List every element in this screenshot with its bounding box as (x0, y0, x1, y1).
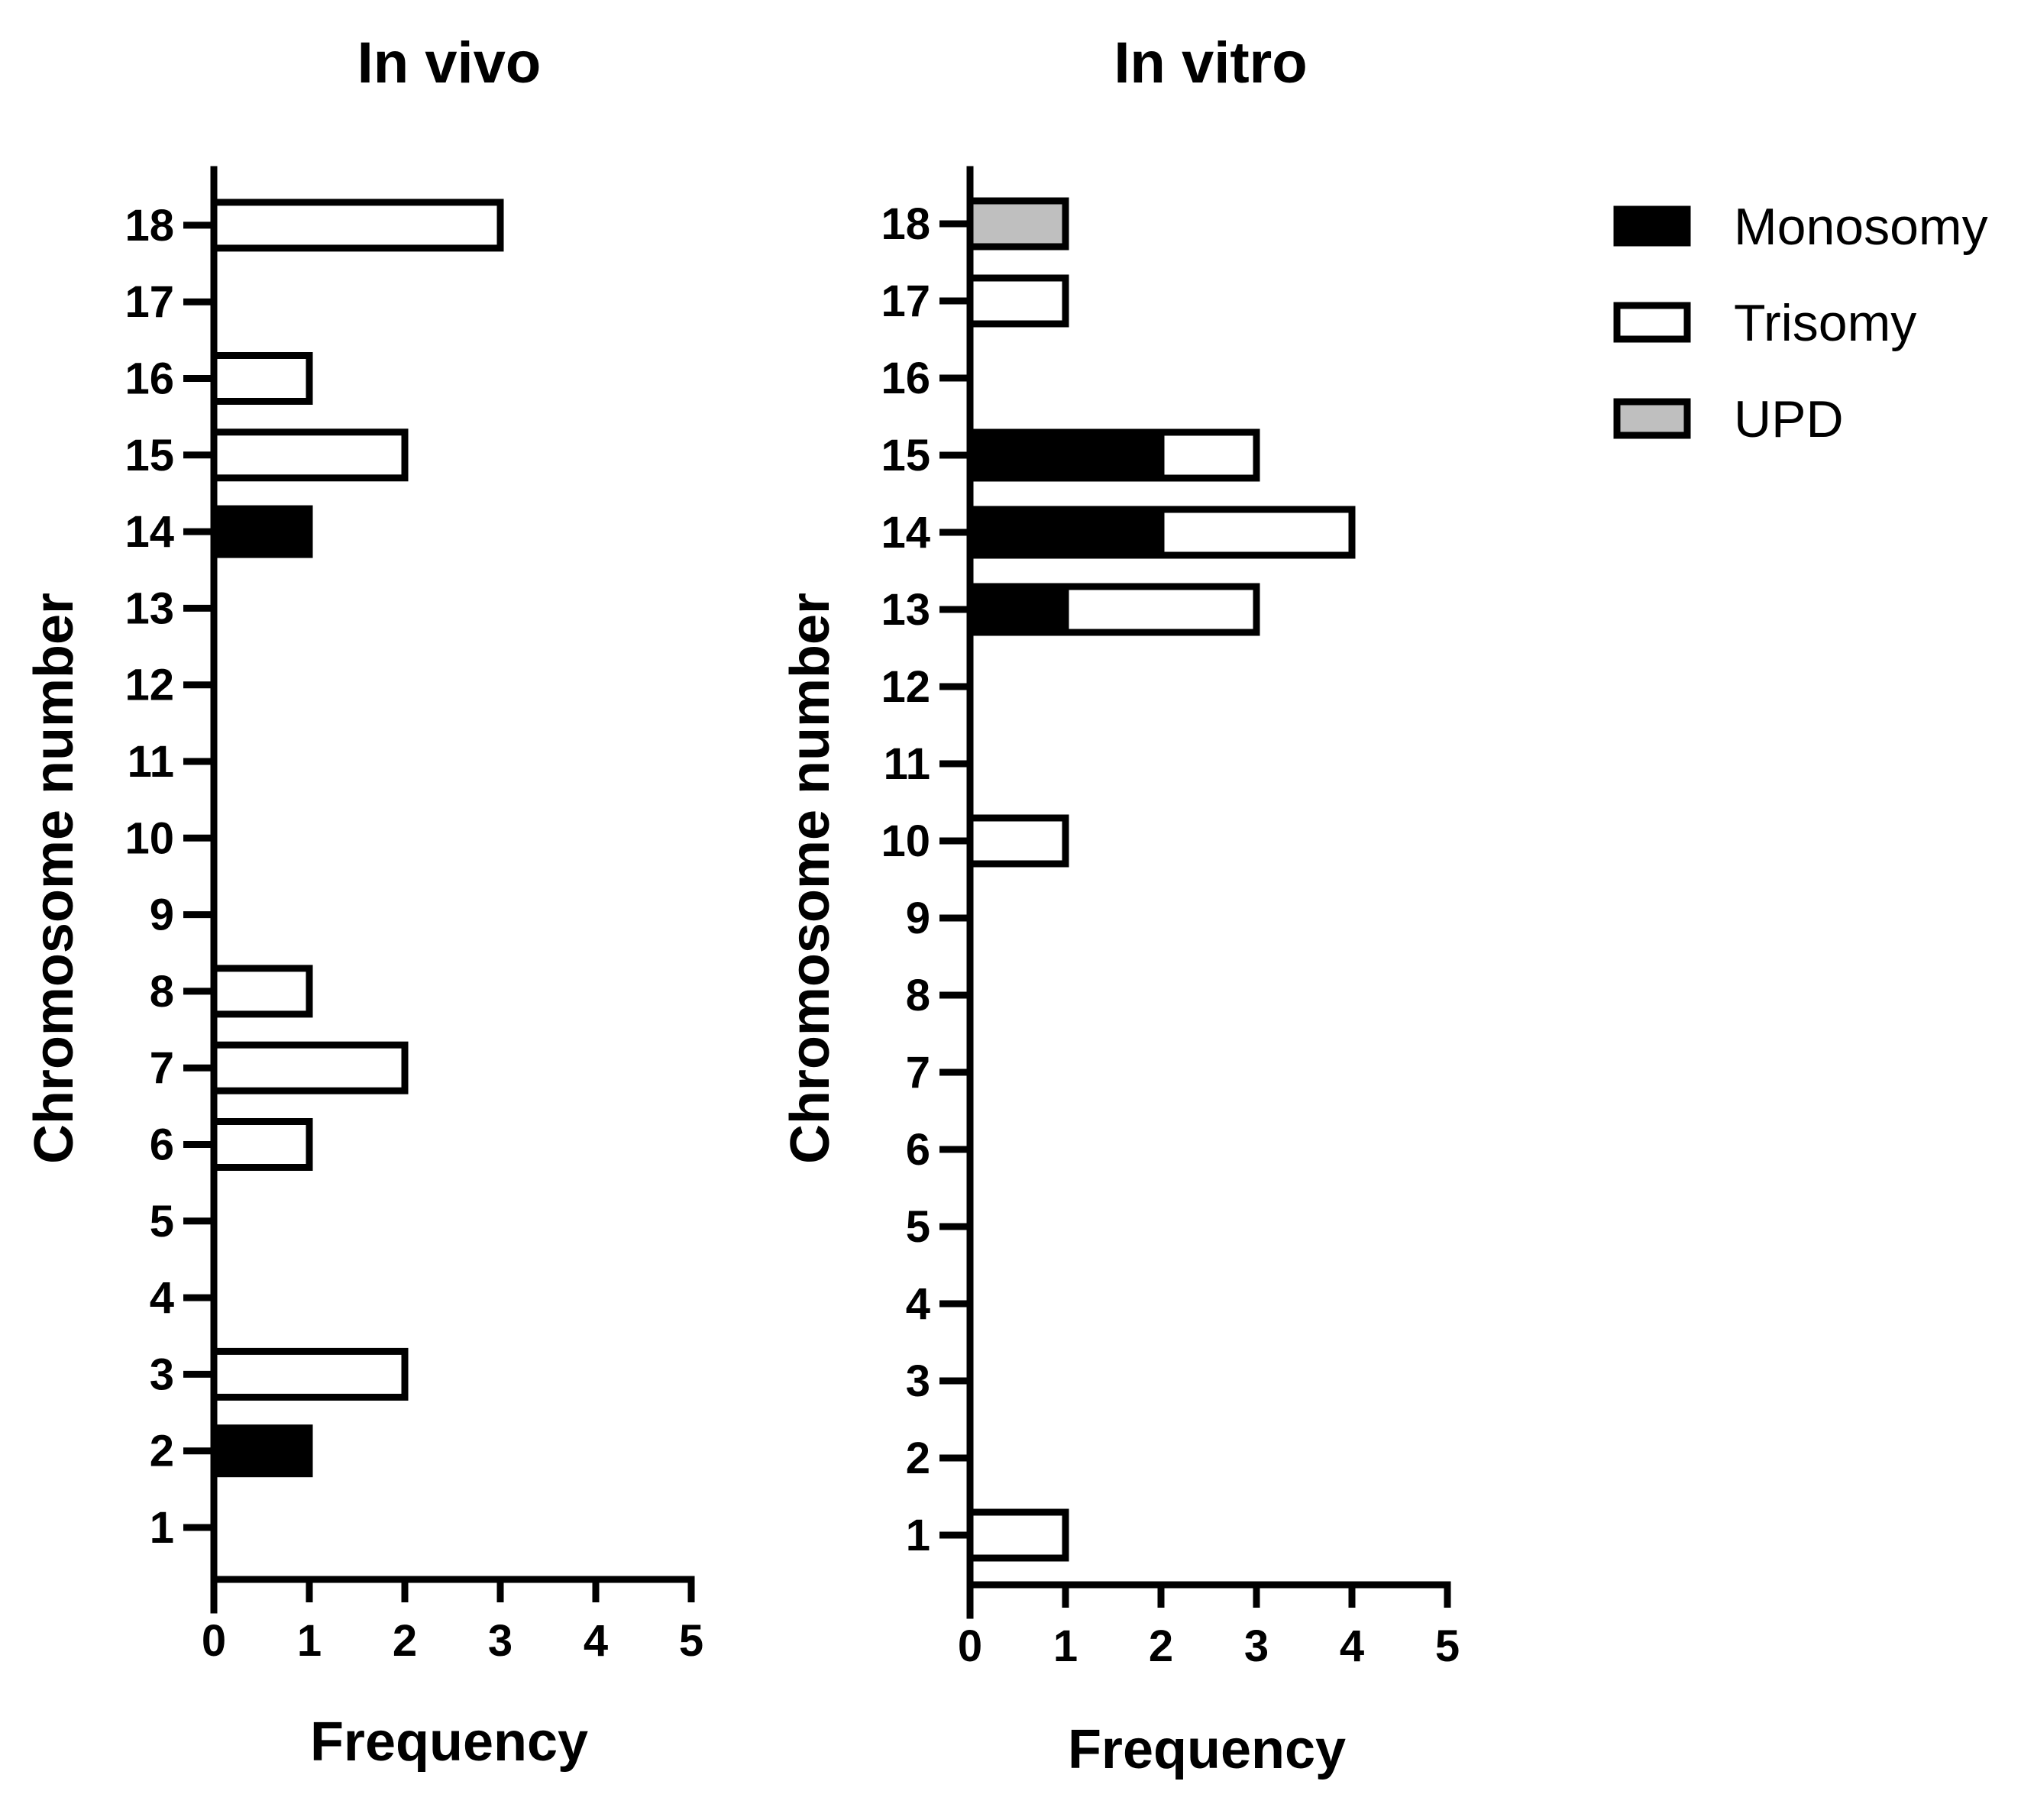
in-vitro-y-tick-label: 18 (881, 199, 930, 249)
in-vitro-bar-trisomy-chr10 (966, 814, 1069, 868)
in-vivo-x-tick-label: 3 (488, 1616, 513, 1666)
legend-label-monosomy: Monosomy (1734, 198, 1988, 256)
in-vivo-y-axis-label: Chromosome number (24, 593, 85, 1164)
in-vitro-y-tick-label: 13 (881, 585, 930, 635)
in-vitro-bar-monosomy-chr13 (966, 583, 1069, 636)
in-vivo-y-tick-label: 2 (150, 1427, 174, 1476)
in-vivo-y-tick-label: 5 (150, 1197, 174, 1246)
in-vitro-title: In vitro (1114, 31, 1307, 95)
in-vitro-y-axis-label: Chromosome number (780, 593, 841, 1164)
legend-swatch-trisomy (1613, 302, 1691, 343)
legend-swatch-monosomy (1613, 205, 1691, 247)
in-vivo-y-tick-label: 3 (150, 1350, 174, 1399)
in-vivo-y-tick-label: 16 (124, 354, 174, 404)
in-vitro-bar-upd-chr18 (966, 197, 1069, 251)
in-vivo-y-tick-label: 9 (150, 891, 174, 940)
in-vivo-bar-trisomy-chr18 (210, 199, 504, 252)
in-vivo-y-tick-label: 11 (128, 737, 174, 787)
in-vivo-y-tick-label: 4 (150, 1273, 174, 1323)
in-vitro-bar-monosomy-chr15 (966, 428, 1165, 482)
in-vivo-title: In vivo (357, 31, 542, 95)
in-vitro-x-tick-label: 3 (1244, 1621, 1269, 1671)
in-vitro-y-tick-label: 17 (881, 276, 930, 326)
legend-swatch-upd (1613, 398, 1691, 439)
in-vivo-x-axis-label: Frequency (310, 1712, 588, 1773)
in-vitro-y-tick-label: 6 (906, 1125, 930, 1175)
in-vitro-y-tick-label: 1 (906, 1511, 930, 1560)
in-vivo-bar-trisomy-chr7 (210, 1041, 409, 1094)
in-vivo-x-tick-label: 0 (202, 1616, 226, 1666)
in-vitro-bar-trisomy-chr14 (1157, 506, 1356, 559)
in-vitro-y-tick-label: 5 (906, 1202, 930, 1252)
in-vitro-bar-trisomy-chr17 (966, 274, 1069, 328)
in-vivo-bar-trisomy-chr8 (210, 965, 313, 1018)
in-vivo-x-tick-label: 1 (297, 1616, 322, 1666)
in-vitro-y-tick-label: 10 (881, 816, 930, 866)
in-vivo-bar-trisomy-chr3 (210, 1347, 409, 1401)
in-vivo-x-tick-label: 4 (584, 1616, 608, 1666)
in-vitro-x-tick-label: 5 (1435, 1621, 1460, 1671)
legend-label-upd: UPD (1734, 390, 1844, 448)
in-vivo-y-tick-label: 12 (124, 661, 174, 710)
in-vitro-x-tick-label: 0 (958, 1621, 982, 1671)
in-vivo-y-tick-label: 7 (150, 1043, 174, 1093)
in-vitro-y-tick-label: 4 (906, 1279, 930, 1329)
in-vitro-y-tick-label: 7 (906, 1048, 930, 1097)
in-vivo-bar-monosomy-chr14 (210, 505, 313, 558)
in-vivo-y-tick-label: 6 (150, 1120, 174, 1170)
in-vitro-y-tick-label: 14 (881, 508, 930, 558)
in-vivo-bar-trisomy-chr16 (210, 352, 313, 405)
in-vivo-bar-trisomy-chr6 (210, 1118, 313, 1171)
in-vivo-y-tick-label: 14 (124, 507, 174, 557)
in-vivo-x-tick-label: 2 (393, 1616, 417, 1666)
in-vitro-y-tick-label: 16 (881, 354, 930, 403)
in-vitro-x-tick-label: 4 (1340, 1621, 1364, 1671)
in-vivo-y-tick-label: 13 (124, 583, 174, 633)
in-vitro-y-tick-label: 2 (906, 1434, 930, 1483)
in-vitro-x-axis-label: Frequency (1068, 1719, 1346, 1780)
in-vivo-y-tick-label: 1 (150, 1503, 174, 1553)
in-vivo-y-tick-label: 17 (124, 277, 174, 327)
in-vitro-bar-trisomy-chr1 (966, 1508, 1069, 1562)
in-vivo-y-tick-label: 8 (150, 967, 174, 1017)
legend: Monosomy Trisomy UPD (1613, 198, 1988, 448)
in-vitro-x-tick-label: 2 (1149, 1621, 1173, 1671)
in-vitro-y-tick-label: 12 (881, 662, 930, 712)
in-vitro-y-tick-label: 3 (906, 1356, 930, 1406)
in-vivo-y-tick-label: 18 (124, 201, 174, 251)
in-vivo-y-tick-label: 10 (124, 813, 174, 863)
in-vivo-x-tick-label: 5 (679, 1616, 703, 1666)
in-vitro-y-tick-label: 15 (881, 431, 930, 480)
in-vitro-bar-monosomy-chr14 (966, 506, 1165, 559)
in-vivo-y-tick-label: 15 (124, 431, 174, 480)
in-vivo-bar-trisomy-chr15 (210, 428, 409, 482)
in-vitro-y-tick-label: 8 (906, 971, 930, 1020)
in-vitro-bar-trisomy-chr13 (1062, 583, 1260, 636)
legend-label-trisomy: Trisomy (1734, 294, 1916, 352)
in-vivo-bar-monosomy-chr2 (210, 1424, 313, 1478)
in-vitro-y-tick-label: 11 (884, 739, 930, 789)
in-vitro-x-tick-label: 1 (1053, 1621, 1078, 1671)
in-vitro-y-tick-label: 9 (906, 894, 930, 943)
in-vitro-bar-trisomy-chr15 (1157, 428, 1260, 482)
